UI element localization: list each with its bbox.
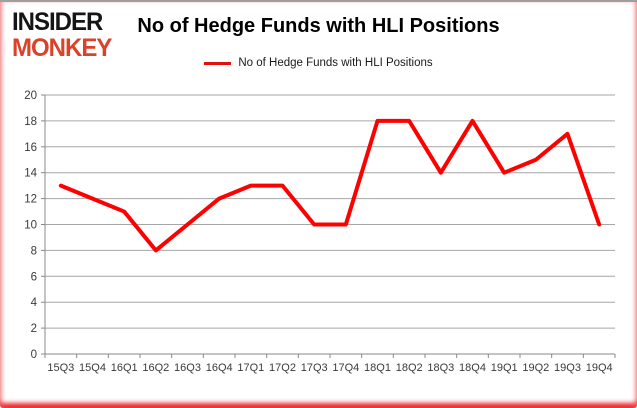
insider-monkey-logo: INSIDER MONKEY [12, 7, 112, 62]
x-axis-label: 17Q3 [301, 362, 328, 374]
x-axis-label: 18Q2 [396, 362, 423, 374]
x-axis-label: 16Q3 [174, 362, 201, 374]
y-axis-label: 18 [24, 116, 37, 128]
x-axis-label: 19Q1 [491, 362, 518, 374]
y-axis-label: 8 [31, 245, 37, 257]
legend-line-swatch [204, 61, 232, 65]
y-axis-label: 2 [31, 323, 37, 335]
x-axis-label: 19Q2 [522, 362, 549, 374]
y-axis-label: 4 [31, 297, 38, 309]
line-chart: 0 2 4 6 8 10 12 14 16 18 20 15Q3 15Q4 16Q1 16Q2 16Q3 16Q… [24, 90, 616, 374]
x-axis-label: 18Q1 [364, 362, 391, 374]
y-axis-label: 6 [31, 271, 37, 283]
y-axis-label: 16 [24, 142, 37, 154]
legend-label: No of Hedge Funds with HLI Positions [238, 57, 433, 69]
data-line-series [58, 118, 602, 253]
y-axis-label: 10 [24, 220, 37, 232]
x-axis-label: 19Q4 [586, 362, 613, 374]
x-axis-label: 17Q1 [237, 362, 264, 374]
logo-monkey-text: MONKEY [12, 33, 112, 62]
x-axis-label: 17Q2 [269, 362, 296, 374]
y-axis-label: 14 [24, 168, 37, 180]
x-axis-label: 16Q4 [206, 362, 233, 374]
y-axis-label: 20 [24, 90, 37, 102]
x-axis-label: 16Q1 [111, 362, 138, 374]
x-axis-label: 18Q4 [459, 362, 486, 374]
x-axis-label: 17Q4 [332, 362, 359, 374]
chart-legend: No of Hedge Funds with HLI Positions [0, 57, 637, 69]
y-axis-label: 0 [31, 349, 37, 361]
logo-insider-text: INSIDER [12, 7, 103, 36]
y-axis-label: 12 [24, 194, 37, 206]
x-axis-label: 15Q4 [79, 362, 106, 374]
x-axis-label: 19Q3 [554, 362, 581, 374]
chart-title: No of Hedge Funds with HLI Positions [137, 15, 500, 37]
x-axis-label: 16Q2 [142, 362, 169, 374]
x-axis-label: 15Q3 [47, 362, 74, 374]
x-axis-label: 18Q3 [427, 362, 454, 374]
